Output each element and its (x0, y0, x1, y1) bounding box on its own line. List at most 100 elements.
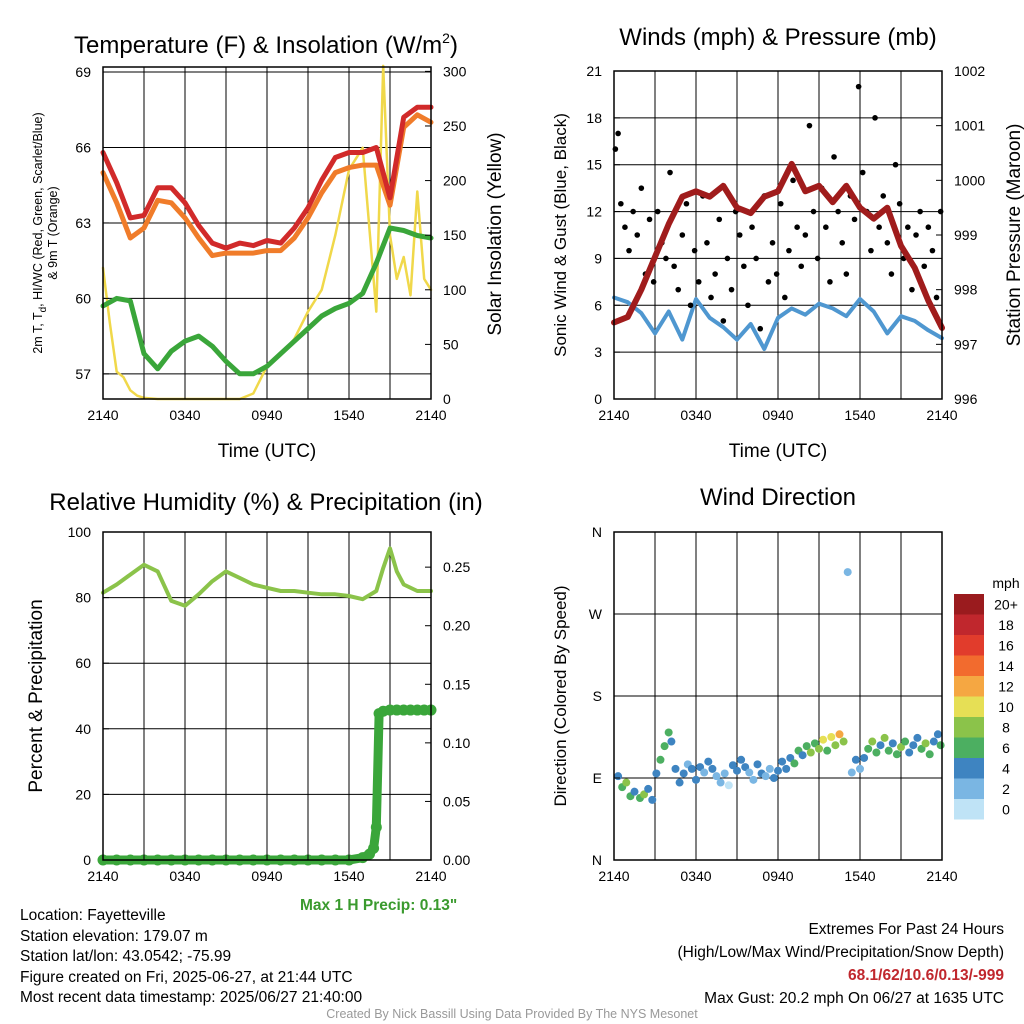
legend-swatch (954, 676, 984, 697)
direction-point (622, 778, 631, 787)
y-right-tick-label: 0 (443, 391, 451, 407)
extremes-info: Extremes For Past 24 Hours (High/Low/Max… (678, 918, 1005, 1010)
y-tick-label: 60 (75, 290, 91, 306)
wind-direction-panel: Wind Direction 2140 0340 0940 1540 2140NESWN… (551, 484, 1020, 884)
direction-point (798, 751, 807, 760)
wind-direction-points (614, 568, 945, 804)
direction-point (749, 775, 758, 784)
x-tick-label: 0340 (169, 407, 200, 423)
direction-point (892, 750, 901, 759)
direction-point (843, 568, 852, 577)
direction-point (888, 739, 897, 748)
winds-series (611, 83, 945, 351)
gust-point (810, 208, 817, 215)
gust-point (806, 122, 813, 129)
y-right-tick-label: 998 (954, 282, 978, 298)
gust-point (782, 294, 788, 301)
gust-point (880, 193, 887, 199)
direction-point (765, 764, 774, 773)
x-tick-label: 0340 (169, 868, 200, 884)
direction-point (860, 753, 869, 762)
legend-label: 6 (1002, 740, 1010, 756)
credit-line: Created By Nick Bassill Using Data Provi… (326, 1007, 698, 1021)
info-location: Location: Fayetteville (20, 907, 166, 924)
gust-point (728, 286, 735, 293)
gust-point (724, 255, 731, 262)
temperature-panel: Temperature (F) & Insolation (W/m2) 2140… (31, 30, 506, 462)
gust-point (905, 224, 911, 230)
legend-label: 4 (1002, 760, 1010, 776)
x-tick-label: 0940 (251, 868, 282, 884)
y-right-tick-label: 100 (443, 282, 467, 298)
y-tick-label: 3 (594, 344, 602, 360)
y-tick-label: N (592, 524, 602, 540)
gust-point (855, 83, 862, 90)
y-right-tick-label: 0.10 (443, 735, 470, 751)
extremes-subtitle: (High/Low/Max Wind/Precipitation/Snow De… (677, 944, 1005, 961)
gust-point (736, 232, 743, 238)
y-right-tick-label: 0.15 (443, 676, 470, 692)
direction-point (728, 761, 737, 770)
gust-point (716, 216, 723, 223)
y-right-tick-label: 999 (954, 227, 978, 243)
direction-point (737, 755, 746, 764)
y-tick-label: 0 (83, 852, 91, 868)
gust-point (859, 169, 866, 176)
gust-point (827, 279, 833, 285)
y-tick-label: W (589, 606, 603, 622)
extremes-gust: Max Gust: 20.2 mph On 06/27 at 1635 UTC (704, 990, 1004, 1007)
direction-point (905, 748, 914, 757)
direction-point (864, 744, 873, 753)
gust-point (646, 216, 653, 223)
y-tick-label: 9 (594, 250, 602, 266)
y-tick-label: 15 (586, 157, 602, 173)
temperature-grid (103, 67, 431, 399)
gust-point (773, 271, 780, 277)
direction-point (929, 737, 938, 746)
direction-point (733, 766, 741, 775)
y-right-tick-label: 0.05 (443, 793, 470, 809)
legend-label: 14 (998, 658, 1014, 674)
x-tick-label: 2140 (87, 407, 118, 423)
gust-point (638, 185, 645, 191)
direction-point (716, 778, 725, 787)
direction-point (884, 746, 893, 755)
direction-point (827, 733, 836, 741)
gust-point (868, 247, 874, 254)
x-tick-label: 1540 (333, 407, 364, 423)
humidity-title: Relative Humidity (%) & Precipitation (i… (49, 489, 482, 516)
y-right-tick-label: 1000 (954, 172, 985, 188)
temperature-ylabel-line2: & 9m T (Orange) (46, 186, 60, 279)
direction-point (897, 743, 905, 752)
gust-point (917, 208, 923, 215)
gust-point (802, 232, 809, 238)
y-tick-label: 12 (586, 204, 602, 220)
y-tick-label: 40 (75, 721, 91, 737)
gust-point (745, 302, 751, 309)
legend-swatch (954, 594, 984, 615)
gust-point (835, 208, 841, 215)
gust-point (753, 255, 759, 262)
y-tick-label: 66 (75, 139, 91, 155)
y-right-tick-label: 0.00 (443, 852, 470, 868)
legend-label: 20+ (994, 596, 1018, 612)
direction-point (901, 737, 910, 746)
direction-point (909, 741, 918, 750)
gust-point (683, 200, 690, 207)
direction-point (687, 764, 696, 773)
legend-swatch (954, 635, 984, 656)
direction-point (819, 735, 828, 744)
x-tick-label: 0340 (680, 868, 711, 884)
direction-point (913, 733, 922, 742)
y-tick-label: 21 (586, 63, 602, 79)
gust-point (843, 271, 850, 277)
gust-point (896, 200, 903, 207)
direction-point (640, 790, 649, 799)
direction-point (671, 764, 680, 773)
direction-point (872, 748, 881, 757)
gust-point (695, 279, 702, 285)
temperature-line (100, 104, 434, 251)
direction-point (692, 775, 700, 784)
temperature-series (100, 64, 434, 401)
